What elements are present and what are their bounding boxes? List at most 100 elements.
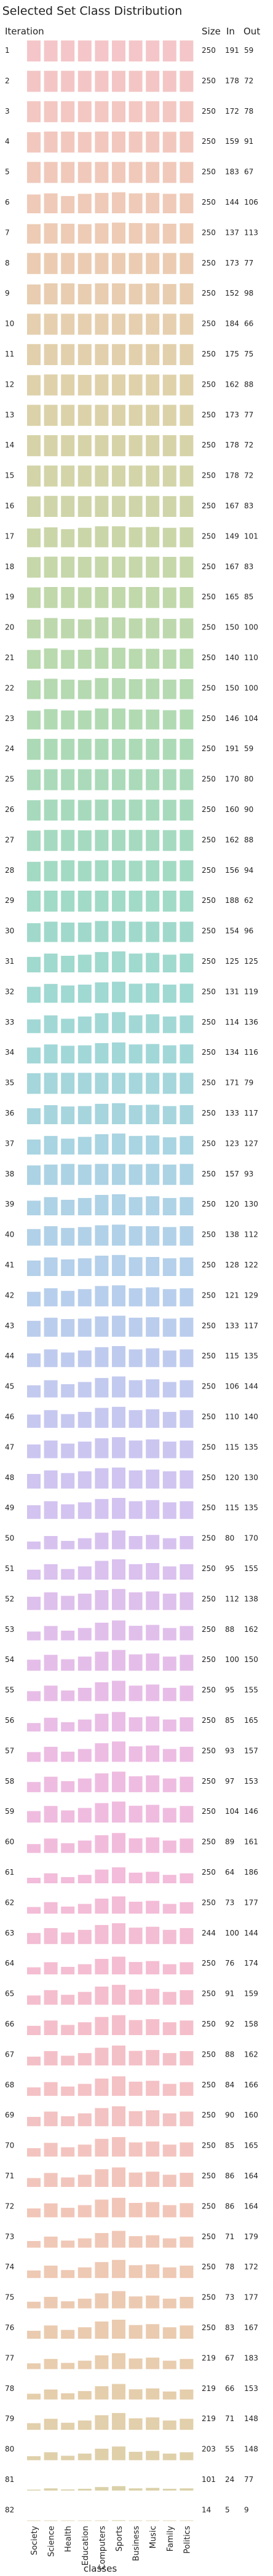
in-value: 152 (225, 289, 239, 297)
iteration-row: 1 250 191 59 (5, 40, 253, 61)
bar (129, 2081, 143, 2096)
bar (44, 1015, 58, 1033)
bar (61, 2301, 75, 2309)
bar (44, 2358, 58, 2369)
bar (180, 1380, 194, 1398)
bar (129, 495, 143, 517)
bar (77, 1136, 92, 1155)
bar (180, 921, 194, 942)
size-value: 250 (202, 1807, 216, 1816)
bar (77, 1289, 92, 1307)
bar (77, 1904, 92, 1914)
bar (146, 556, 160, 578)
iteration-label: 72 (5, 2202, 14, 2210)
size-value: 250 (202, 775, 216, 784)
bar (61, 374, 75, 396)
bar (61, 739, 75, 760)
bar (44, 1655, 58, 1671)
bar (44, 1806, 58, 1823)
bar (129, 283, 143, 305)
bar (95, 40, 109, 61)
iteration-row: 17 250 149 101 (5, 526, 258, 548)
bar (180, 1838, 194, 1853)
bar (112, 2486, 125, 2491)
size-value: 250 (202, 2263, 216, 2271)
iteration-row: 73 250 71 179 (5, 2231, 258, 2248)
bar (95, 2169, 109, 2187)
out-value: 77 (244, 2475, 253, 2484)
bar (129, 2358, 143, 2369)
bar (61, 2330, 75, 2339)
bar (95, 1377, 109, 1398)
bar (129, 709, 143, 730)
bar (146, 1653, 160, 1671)
bar (146, 2357, 160, 2369)
column-header-in: In (226, 26, 235, 37)
iteration-row: 48 250 120 130 (5, 1467, 258, 1489)
bar (95, 2293, 109, 2309)
bar (180, 404, 194, 426)
bar (61, 1443, 75, 1459)
in-value: 78 (225, 2263, 234, 2271)
iteration-row: 12 250 162 88 (5, 374, 253, 396)
bar (146, 953, 160, 972)
bar (27, 2117, 41, 2127)
bar (77, 2145, 92, 2157)
bar (146, 2451, 160, 2460)
iteration-label: 43 (5, 1321, 14, 1330)
in-value: 171 (225, 1079, 239, 1087)
bar (146, 1164, 160, 1185)
size-value: 250 (202, 2081, 216, 2089)
bar (162, 253, 176, 274)
bar (112, 2384, 125, 2400)
bar (146, 2295, 160, 2309)
bar (61, 195, 75, 213)
bar (77, 1382, 92, 1398)
bar (61, 1138, 75, 1155)
bar (180, 1685, 194, 1701)
bar (180, 1470, 194, 1489)
bar (61, 313, 75, 335)
bar (129, 1990, 143, 2005)
out-value: 183 (244, 2353, 258, 2362)
bar (44, 1349, 58, 1368)
bar (95, 2108, 109, 2127)
bar (129, 71, 143, 92)
size-value: 250 (202, 744, 216, 753)
bar (95, 1773, 109, 1792)
out-value: 144 (244, 1929, 258, 1937)
bar (77, 40, 92, 61)
bar (129, 1410, 143, 1428)
out-value: 179 (244, 2232, 258, 2241)
iteration-label: 33 (5, 1018, 14, 1026)
bar (44, 283, 58, 305)
bar (95, 1286, 109, 1307)
in-value: 172 (225, 107, 239, 116)
bar (162, 1964, 176, 1975)
iteration-label: 70 (5, 2141, 14, 2150)
size-value: 250 (202, 380, 216, 388)
bar (162, 2175, 176, 2187)
bar (180, 2142, 194, 2157)
bar (27, 1878, 41, 1883)
size-value: 250 (202, 2172, 216, 2180)
size-value: 250 (202, 927, 216, 935)
bar (146, 2487, 160, 2491)
bar (27, 1019, 41, 1033)
bar (27, 162, 41, 183)
size-value: 250 (202, 2020, 216, 2028)
bar (44, 1073, 58, 1094)
bar (112, 2413, 125, 2430)
bar (112, 1255, 125, 1276)
bar (162, 1778, 176, 1792)
bar (129, 2203, 143, 2218)
bar (44, 223, 58, 244)
bar (146, 71, 160, 92)
bar (44, 2389, 58, 2400)
bar (162, 1566, 176, 1580)
bar (180, 2296, 194, 2309)
out-value: 59 (244, 744, 253, 753)
bar (27, 1967, 41, 1975)
out-value: 146 (244, 1807, 258, 1816)
bar (112, 192, 125, 213)
